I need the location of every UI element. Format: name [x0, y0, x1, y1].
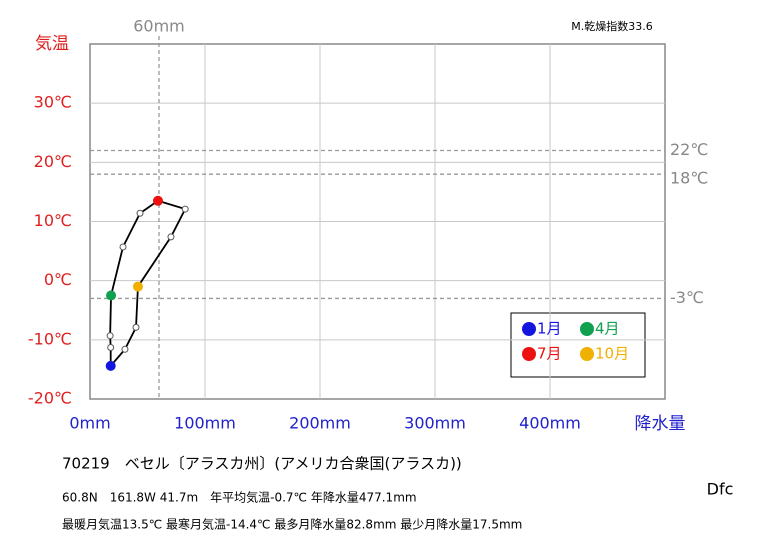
month-point [105, 360, 116, 371]
x-tick-label: 300mm [404, 414, 466, 433]
legend-label: 1月 [537, 320, 562, 338]
month-point [167, 233, 175, 241]
reference-label: 22℃ [670, 140, 708, 159]
chart-title: M.乾燥指数33.6 [571, 19, 652, 33]
climate-class: Dfc [707, 480, 734, 499]
y-tick-label: -10℃ [28, 329, 72, 348]
month-point [121, 345, 129, 353]
month-point [107, 344, 115, 352]
reference-label: 18℃ [670, 169, 708, 188]
legend-label: 10月 [595, 345, 629, 363]
legend-marker [580, 347, 594, 361]
month-point [136, 209, 144, 217]
x-tick-label: 200mm [289, 414, 351, 433]
legend-label: 7月 [537, 345, 562, 363]
month-point [132, 323, 140, 331]
month-point [181, 205, 189, 213]
x-axis-label: 降水量 [635, 414, 686, 434]
station-info: 60.8N 161.8W 41.7m 年平均気温-0.7℃ 年降水量477.1m… [62, 490, 417, 505]
y-tick-label: 10℃ [34, 211, 72, 230]
month-point [119, 243, 127, 251]
month-point [152, 195, 163, 206]
legend-marker [522, 347, 536, 361]
month-point [106, 290, 117, 301]
month-point [106, 332, 114, 340]
reference-label: -3℃ [670, 288, 704, 307]
month-point [132, 281, 143, 292]
x-tick-label: 400mm [519, 414, 581, 433]
x-tick-label: 100mm [174, 414, 236, 433]
station-name: 70219 ベセル〔アラスカ州〕(アメリカ合衆国(アラスカ)) [62, 455, 462, 473]
climate-stats: 最暖月気温13.5℃ 最寒月気温-14.4℃ 最多月降水量82.8mm 最少月降… [62, 517, 522, 532]
y-tick-label: 20℃ [34, 152, 72, 171]
y-tick-label: 30℃ [34, 93, 72, 112]
legend-marker [580, 322, 594, 336]
y-tick-label: -20℃ [28, 389, 72, 408]
y-tick-label: 0℃ [44, 270, 72, 289]
reference-label: 60mm [133, 17, 185, 36]
y-axis-label: 気温 [35, 34, 69, 54]
x-tick-label: 0mm [69, 414, 110, 433]
legend-marker [522, 322, 536, 336]
legend-label: 4月 [595, 320, 620, 338]
